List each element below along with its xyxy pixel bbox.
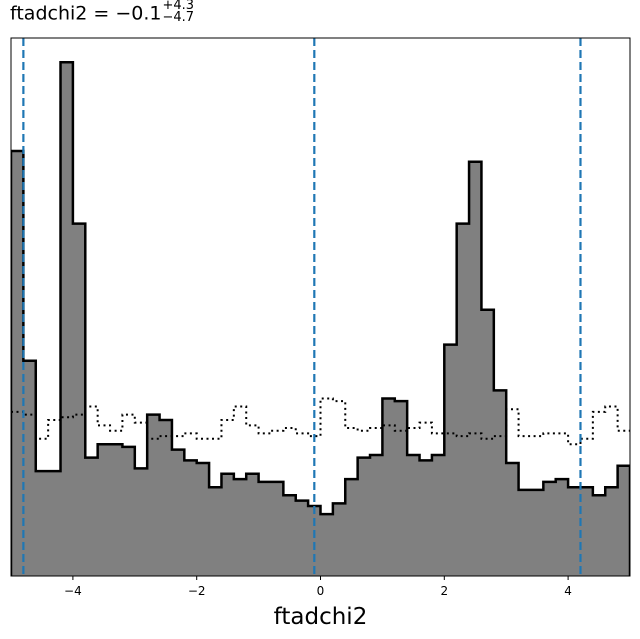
x-tick-label: 4 [564,584,572,598]
posterior-bar [518,489,532,576]
title-errors: +4.3 −4.7 [163,0,195,24]
posterior-bar [580,487,594,576]
posterior-bar [568,487,581,576]
posterior-bar [543,481,557,576]
posterior-bar [270,481,284,576]
posterior-bar [419,460,433,576]
posterior-bar [283,495,297,576]
posterior-bar [97,444,111,576]
posterior-bar [308,506,321,576]
posterior-bar [617,465,630,576]
posterior-bar [60,62,74,576]
posterior-bar [357,457,371,576]
posterior-bar [11,150,24,576]
posterior-bar [469,161,482,576]
posterior-bar [320,514,334,576]
posterior-bar [605,487,619,576]
posterior-bar [23,360,37,576]
x-tick-label: 0 [317,584,325,598]
prior-line [11,397,630,446]
posterior-bar [431,454,445,576]
posterior-bar [382,398,396,576]
x-tick-label: −2 [188,584,206,598]
posterior-bar [35,471,49,576]
posterior-bar [295,500,309,576]
posterior-bar [592,495,606,576]
posterior-bar [134,468,148,576]
posterior-bar [233,479,247,576]
posterior-bar [221,473,235,576]
posterior-bar [555,479,569,576]
posterior-bar [122,446,136,576]
x-tick-label: 2 [440,584,448,598]
posterior-bar [110,444,123,576]
posterior-bar [530,489,544,576]
posterior-bar [345,479,359,576]
posterior-bar [481,309,495,576]
posterior-bar [72,223,86,576]
posterior-bar [184,460,198,576]
x-axis: −4 −2 0 2 4 [64,576,572,598]
posterior-bar [444,344,458,576]
x-tick-label: −4 [64,584,82,598]
title-median: −0.1 [115,2,162,25]
posterior-bar [506,463,519,576]
posterior-bar [394,401,408,576]
x-axis-label: ftadchi2 [274,604,368,630]
posterior-bar [456,223,470,576]
chart-title: ftadchi2 = −0.1 +4.3 −4.7 [10,0,195,25]
posterior-bar [147,414,160,576]
plot-area [11,38,630,576]
posterior-bar [85,457,99,576]
posterior-bar [332,503,346,576]
title-param: ftadchi2 [10,2,88,25]
posterior-bar [407,454,420,576]
posterior-bar [209,487,222,576]
title-plus: +4.3 [162,0,195,13]
posterior-bar [196,463,210,576]
posterior-bar [258,481,272,576]
posterior-bar [246,473,259,576]
posterior-bar [171,449,185,576]
posterior-bar [48,471,61,576]
posterior-bar [493,390,507,576]
title-minus: −4.7 [162,10,195,25]
posterior-bar [159,419,173,576]
posterior-bar [370,454,383,576]
posterior-outline [11,60,630,576]
